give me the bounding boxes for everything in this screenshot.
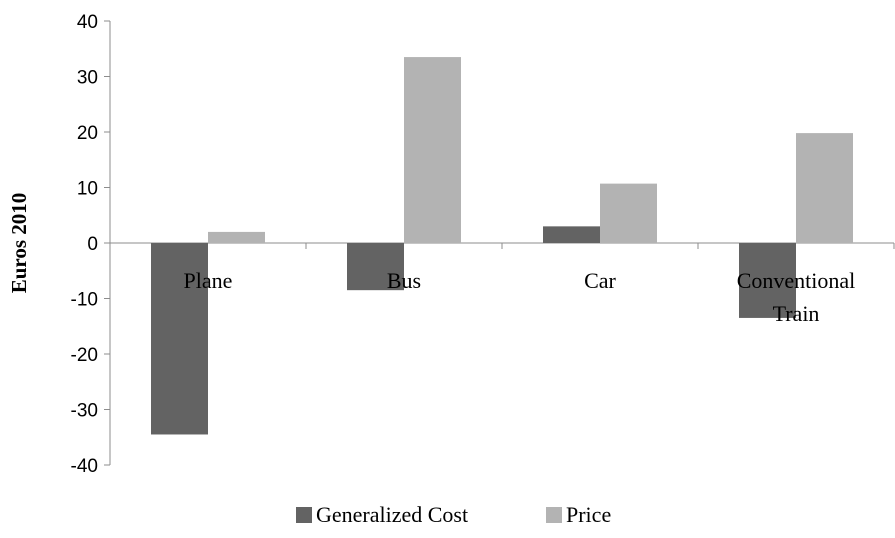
bar-generalized-cost — [347, 243, 404, 291]
y-tick-label: -10 — [71, 290, 98, 311]
y-tick-label: 30 — [77, 68, 98, 89]
legend: Generalized Cost Price — [296, 502, 611, 527]
category-label: Plane — [184, 268, 233, 293]
category-labels: Plane Bus Car Conventional Train — [184, 268, 856, 326]
legend-label: Price — [566, 502, 611, 527]
bars — [151, 57, 853, 435]
category-label: Train — [773, 301, 820, 326]
legend-swatch — [546, 507, 562, 523]
y-tick-label: 10 — [77, 179, 98, 200]
bar-price — [796, 133, 853, 243]
category-label: Conventional — [737, 268, 856, 293]
y-tick-label: -40 — [71, 456, 98, 477]
category-label: Bus — [387, 268, 421, 293]
bar-price — [404, 57, 461, 244]
bar-price — [600, 183, 657, 243]
y-axis-ticks: 40 30 20 10 0 -10 -20 -30 -40 — [71, 12, 110, 477]
bar-generalized-cost — [739, 243, 796, 318]
y-tick-label: -20 — [71, 345, 98, 366]
legend-swatch — [296, 507, 312, 523]
y-tick-label: 40 — [77, 12, 98, 33]
y-tick-label: 20 — [77, 123, 98, 144]
bar-generalized-cost — [151, 243, 208, 435]
category-label: Car — [584, 268, 616, 293]
legend-label: Generalized Cost — [316, 502, 468, 527]
bar-price — [208, 231, 265, 243]
bar-generalized-cost — [543, 226, 600, 243]
y-tick-label: -30 — [71, 401, 98, 422]
y-tick-label: 0 — [87, 234, 98, 255]
x-axis-ticks — [109, 243, 895, 249]
y-axis-title: Euros 2010 — [7, 193, 31, 294]
